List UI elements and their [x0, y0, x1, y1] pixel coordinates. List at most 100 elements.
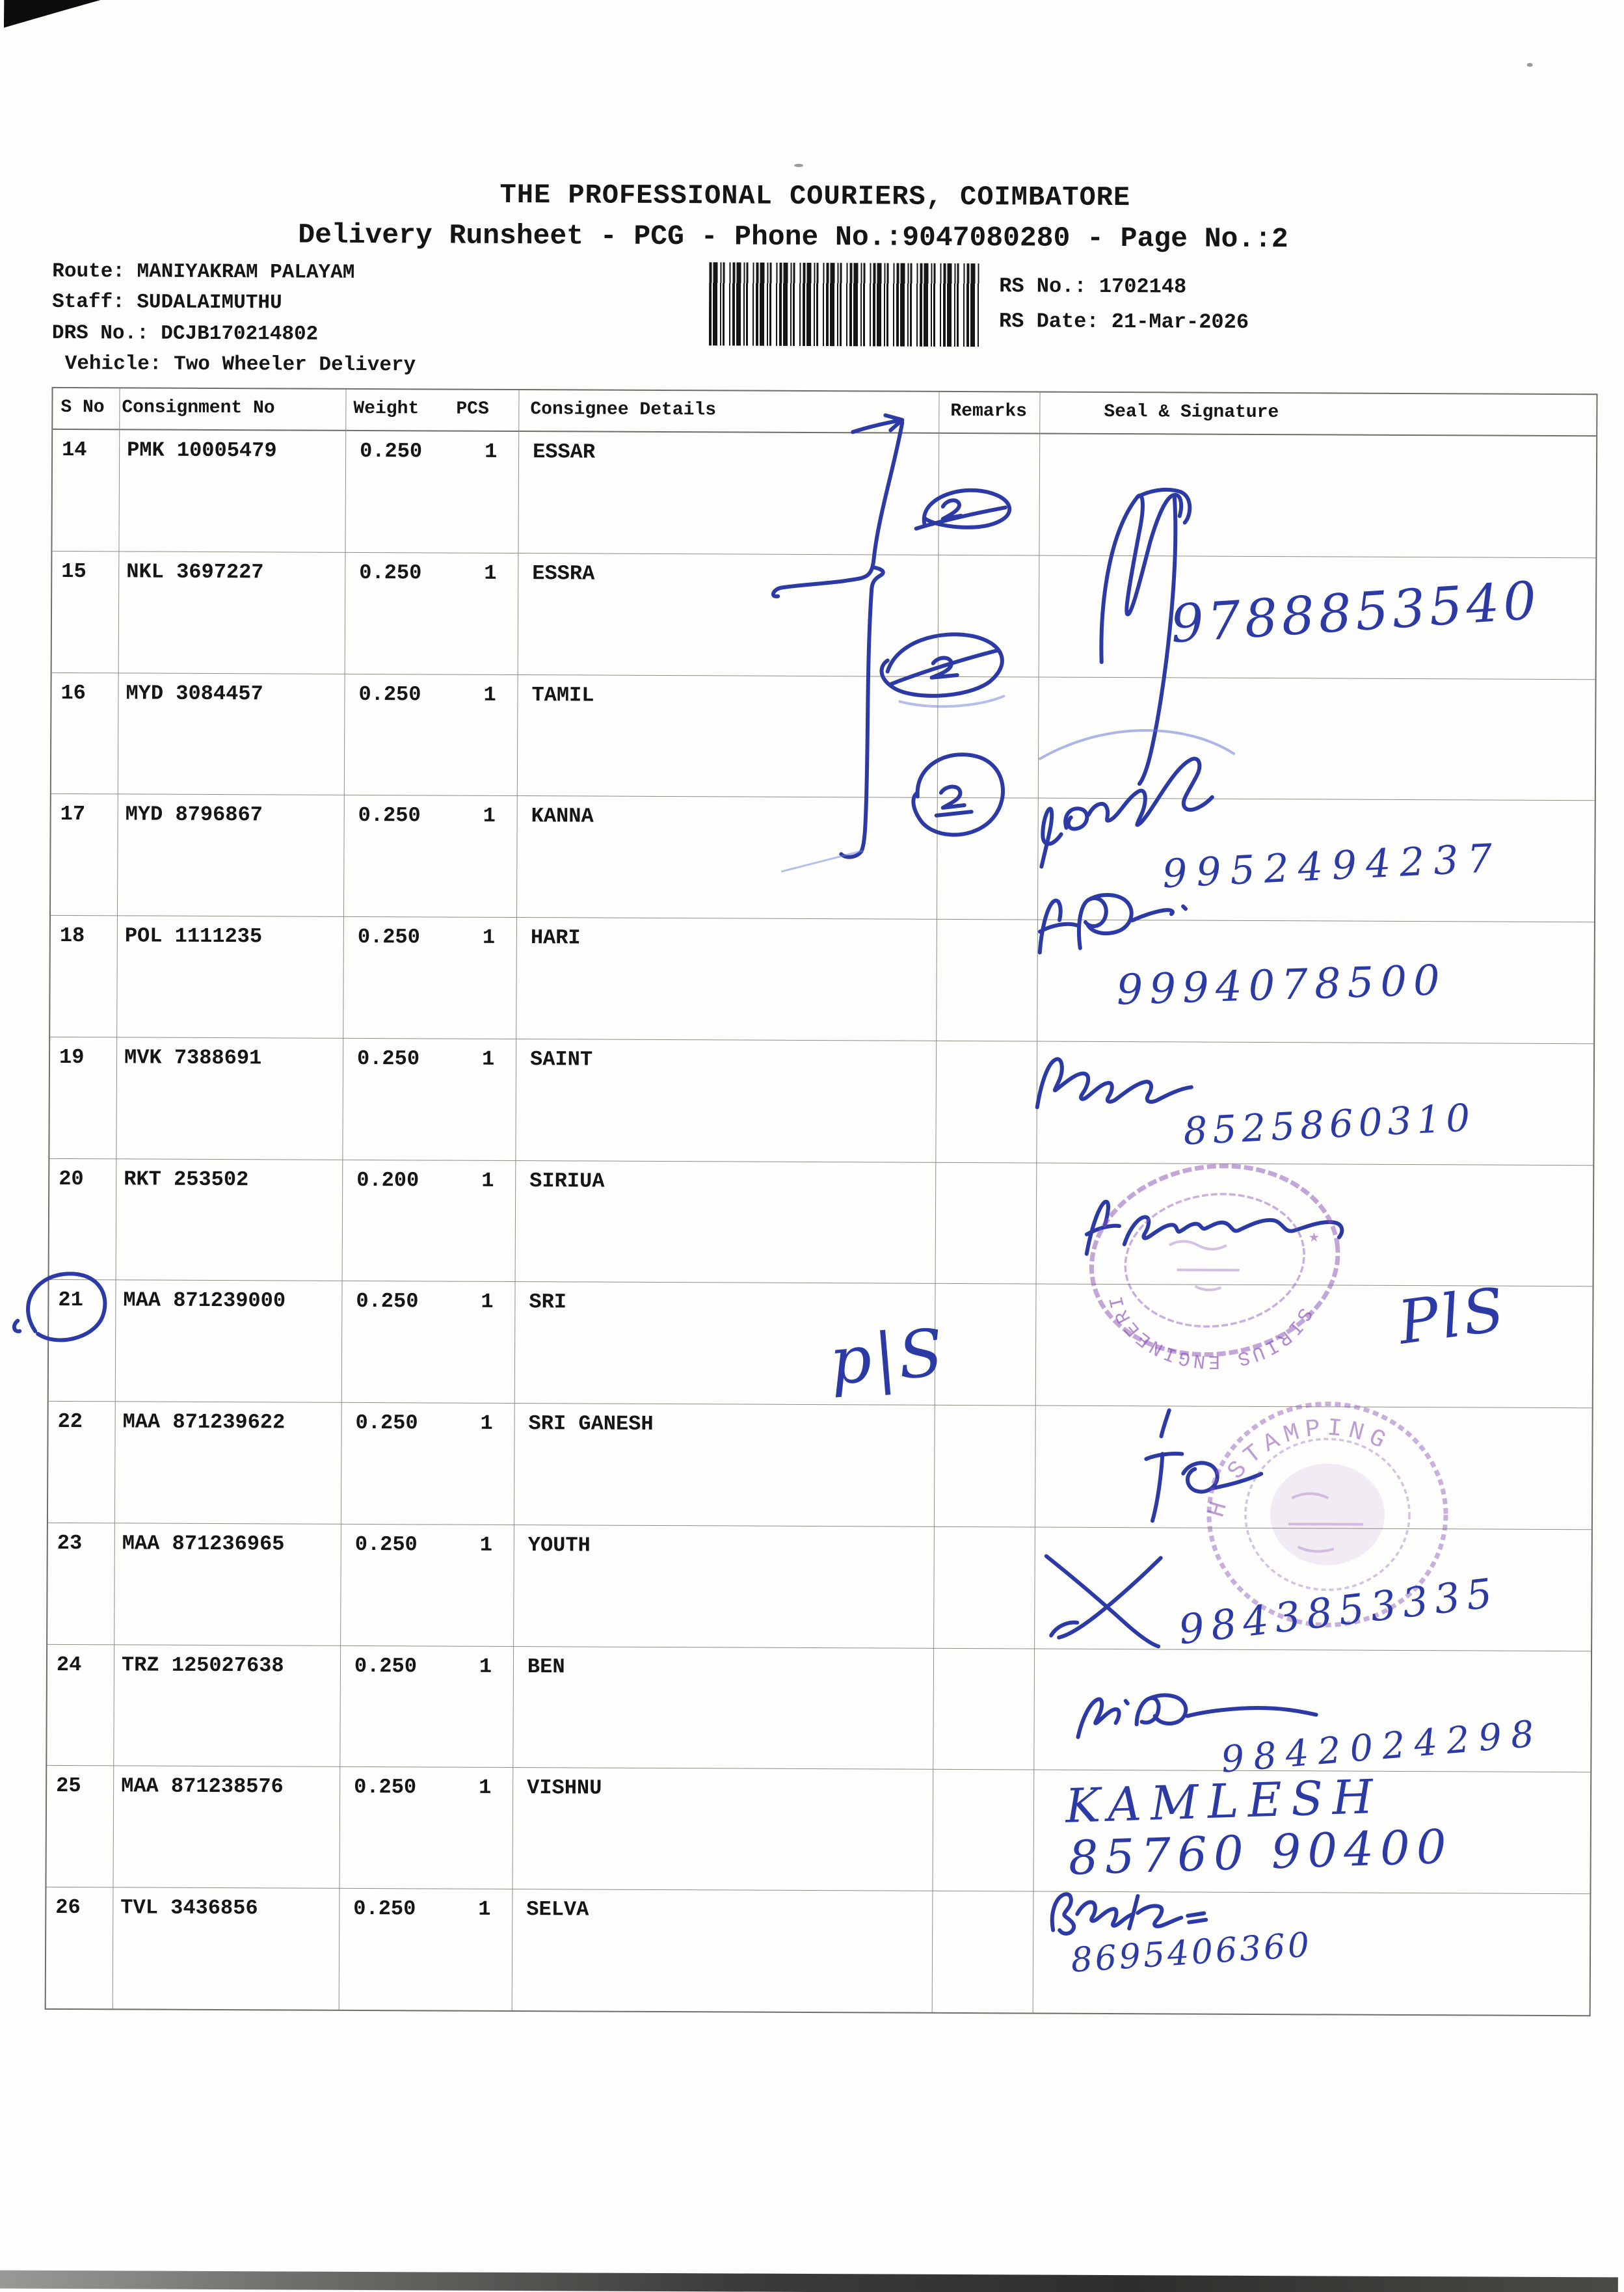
table-row: 18 POL 1111235 0.250 1 HARI — [50, 915, 1594, 1045]
cell-consignment-no: MYD 3084457 — [126, 680, 263, 706]
cell-consignee: SIRIUA — [529, 1168, 605, 1193]
cell-serial-no: 15 — [61, 559, 87, 583]
cell-weight: 0.250 — [360, 438, 423, 464]
cell-consignment-no: MAA 871236965 — [122, 1531, 285, 1556]
cell-pcs: 1 — [479, 1776, 492, 1800]
cell-serial-no: 18 — [59, 924, 85, 948]
cell-serial-no: 24 — [56, 1652, 82, 1677]
col-header-remarks: Remarks — [950, 401, 1028, 422]
document-subtitle: Delivery Runsheet - PCG - Phone No.:9047… — [298, 219, 1288, 256]
table-row: 26 TVL 3436856 0.250 1 SELVA — [46, 1887, 1590, 2015]
cell-consignee: ESSRA — [532, 561, 595, 586]
cell-serial-no: 19 — [59, 1045, 85, 1069]
drs-line: DRS No.: DCJB170214802 — [52, 322, 318, 346]
cell-consignee: SRI — [529, 1290, 567, 1314]
cell-consignment-no: MVK 7388691 — [124, 1045, 262, 1071]
col-header-weight: Weight — [353, 398, 419, 420]
document-title: THE PROFESSIONAL COURIERS, COIMBATORE — [499, 179, 1131, 214]
cell-pcs: 1 — [485, 439, 498, 464]
rs-number: RS No.: 1702148 — [999, 274, 1187, 299]
cell-serial-no: 25 — [56, 1774, 81, 1798]
cell-weight: 0.250 — [356, 1046, 420, 1071]
cell-serial-no: 21 — [58, 1288, 83, 1313]
route-label: Route: — [52, 260, 126, 284]
table-body: 14 PMK 10005479 0.250 1 ESSAR 15 NKL 369… — [46, 429, 1597, 2015]
staff-value: SUDALAIMUTHU — [137, 291, 282, 315]
cell-serial-no: 16 — [60, 680, 86, 705]
cell-weight: 0.250 — [354, 1775, 417, 1800]
drs-value: DCJB170214802 — [161, 322, 319, 346]
rs-date: RS Date: 21-Mar-2026 — [998, 309, 1249, 334]
cell-weight: 0.250 — [359, 560, 422, 585]
cell-pcs: 1 — [478, 1897, 491, 1922]
route-line: Route: MANIYAKRAM PALAYAM — [52, 260, 354, 284]
cell-pcs: 1 — [483, 682, 496, 707]
table-header-row: S No Consignment No Weight PCS Consignee… — [53, 388, 1597, 437]
vehicle-line: Vehicle: Two Wheeler Delivery — [65, 353, 416, 377]
scan-bottom-edge — [0, 2270, 1618, 2292]
scan-speck — [1526, 62, 1533, 67]
cell-weight: 0.250 — [358, 803, 421, 828]
cell-consignment-no: MAA 871239000 — [123, 1288, 286, 1313]
table-row: 14 PMK 10005479 0.250 1 ESSAR — [52, 429, 1597, 559]
cell-weight: 0.250 — [353, 1897, 416, 1921]
scan-speck — [794, 163, 804, 167]
col-header-consignment: Consignment No — [122, 397, 275, 419]
col-header-consignee: Consignee Details — [530, 399, 717, 421]
cell-pcs: 1 — [483, 804, 496, 829]
table-row: 20 RKT 253502 0.200 1 SIRIUA — [49, 1158, 1593, 1287]
cell-consignment-no: MAA 871239622 — [122, 1409, 286, 1435]
cell-serial-no: 22 — [57, 1409, 83, 1434]
cell-weight: 0.250 — [356, 1289, 419, 1314]
runsheet-table: S No Consignment No Weight PCS Consignee… — [44, 386, 1598, 2017]
scan-corner-artifact — [4, 0, 111, 36]
table-row: 22 MAA 871239622 0.250 1 SRI GANESH — [47, 1402, 1592, 1530]
cell-consignee: KANNA — [531, 804, 594, 829]
col-header-sno: S No — [60, 397, 105, 418]
cell-consignee: VISHNU — [527, 1776, 602, 1801]
cell-serial-no: 17 — [60, 802, 86, 827]
table-row: 17 MYD 8796867 0.250 1 KANNA — [50, 794, 1595, 923]
col-header-seal: Seal & Signature — [1104, 401, 1279, 423]
cell-consignee: SAINT — [529, 1046, 593, 1072]
cell-consignment-no: TRZ 125027638 — [121, 1653, 284, 1678]
table-row: 25 MAA 871238576 0.250 1 VISHNU — [46, 1766, 1591, 1895]
cell-pcs: 1 — [482, 925, 496, 950]
cell-pcs: 1 — [481, 1046, 495, 1071]
cell-pcs: 1 — [479, 1532, 493, 1557]
cell-pcs: 1 — [484, 561, 497, 585]
route-value: MANIYAKRAM PALAYAM — [137, 260, 355, 284]
cell-serial-no: 26 — [55, 1895, 81, 1920]
cell-consignee: SRI GANESH — [528, 1411, 654, 1437]
cell-consignee: SELVA — [526, 1897, 589, 1922]
table-row: 21 MAA 871239000 0.250 1 SRI — [48, 1280, 1593, 1409]
cell-consignment-no: MAA 871238576 — [121, 1774, 284, 1799]
table-row: 23 MAA 871236965 0.250 1 YOUTH — [47, 1523, 1591, 1651]
cell-consignment-no: PMK 10005479 — [127, 438, 277, 463]
table-row: 15 NKL 3697227 0.250 1 ESSRA — [51, 551, 1596, 680]
cell-pcs: 1 — [481, 1168, 494, 1193]
cell-serial-no: 20 — [59, 1166, 84, 1191]
cell-consignee: TAMIL — [531, 682, 594, 708]
cell-consignment-no: MYD 8796867 — [125, 802, 263, 827]
vehicle-label: Vehicle: — [64, 352, 162, 376]
table-row: 16 MYD 3084457 0.250 1 TAMIL — [51, 673, 1595, 801]
cell-consignee: YOUTH — [527, 1532, 591, 1558]
cell-pcs: 1 — [480, 1411, 493, 1435]
cell-consignment-no: POL 1111235 — [124, 924, 263, 949]
table-row: 24 TRZ 125027638 0.250 1 BEN — [47, 1644, 1591, 1773]
cell-weight: 0.250 — [358, 682, 421, 706]
cell-weight: 0.250 — [354, 1532, 418, 1557]
col-header-pcs: PCS — [456, 399, 489, 420]
cell-consignment-no: RKT 253502 — [124, 1166, 249, 1192]
cell-pcs: 1 — [479, 1654, 492, 1679]
cell-weight: 0.250 — [354, 1653, 418, 1679]
cell-consignment-no: TVL 3436856 — [120, 1895, 258, 1921]
cell-weight: 0.250 — [355, 1411, 418, 1435]
cell-serial-no: 14 — [62, 437, 87, 462]
drs-label: DRS No.: — [51, 321, 149, 345]
cell-pcs: 1 — [481, 1290, 494, 1314]
cell-weight: 0.250 — [357, 925, 420, 950]
staff-line: Staff: SUDALAIMUTHU — [52, 291, 282, 315]
